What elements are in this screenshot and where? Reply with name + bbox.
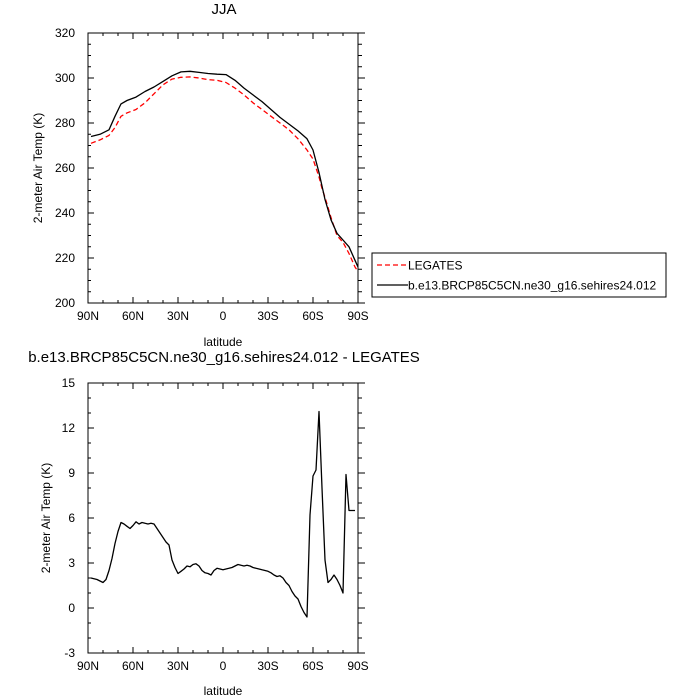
legend-label-legates: LEGATES (408, 259, 462, 273)
top-x-axis-label: latitude (204, 335, 243, 349)
bottom-x-tick-label: 30S (257, 659, 278, 673)
top-series-line-0 (90, 76, 359, 272)
top-y-axis-label: 2-meter Air Temp (K) (31, 113, 45, 223)
bottom-y-tick-label: -3 (64, 646, 75, 660)
bottom-y-axis-label: 2-meter Air Temp (K) (39, 463, 53, 573)
bottom-chart-title: b.e13.BRCP85C5CN.ne30_g16.sehires24.012 … (28, 349, 420, 366)
legend-box (371, 252, 667, 298)
top-y-tick-label: 320 (55, 26, 75, 40)
top-series-group (90, 70, 359, 272)
bottom-y-tick-label: 0 (68, 601, 75, 615)
top-y-tick-label: 280 (55, 116, 75, 130)
top-chart-title: JJA (211, 1, 236, 18)
bottom-x-tick-label: 60S (302, 659, 323, 673)
top-y-tick-label: 260 (55, 161, 75, 175)
bottom-x-tick-label: 30N (167, 659, 189, 673)
bottom-x-axis-label: latitude (204, 684, 243, 698)
top-x-tick-label: 90N (77, 309, 99, 323)
top-x-tick-label: 0 (220, 309, 227, 323)
top-x-tick-label: 30S (257, 309, 278, 323)
top-axes: 90N 60N 30N 0 30S 60S 90S 200 220 240 260 280 300 320 (55, 26, 369, 323)
bottom-x-tick-label: 90N (77, 659, 99, 673)
legend-label-model: b.e13.BRCP85C5CN.ne30_g16.sehires24.012 (408, 279, 656, 293)
top-series-line-1 (90, 70, 359, 268)
top-x-tick-label: 30N (167, 309, 189, 323)
bottom-y-tick-label: 15 (62, 376, 76, 390)
bottom-y-tick-label: 6 (68, 511, 75, 525)
bottom-x-tick-label: 0 (220, 659, 227, 673)
top-x-tick-label: 60S (302, 309, 323, 323)
bottom-series-line-0 (90, 410, 355, 618)
bottom-y-tick-label: 9 (68, 466, 75, 480)
bottom-x-tick-label: 90S (347, 659, 368, 673)
bottom-x-tick-label: 60N (122, 659, 144, 673)
bottom-panel: b.e13.BRCP85C5CN.ne30_g16.sehires24.012 … (28, 349, 420, 698)
top-y-tick-label: 300 (55, 71, 75, 85)
bottom-plot-frame (87, 382, 359, 654)
top-y-tick-label: 220 (55, 251, 75, 265)
bottom-series-group (90, 410, 355, 618)
top-panel: JJA 90N 60N 30N 0 30S 60S 90S 200 220 240 260 280 30… (31, 1, 369, 349)
top-y-tick-label: 240 (55, 206, 75, 220)
bottom-axes: 90N 60N 30N 0 30S 60S 90S -3 0 3 6 9 12 15 (62, 376, 369, 673)
legend: LEGATES b.e13.BRCP85C5CN.ne30_g16.sehire… (371, 252, 667, 298)
bottom-y-tick-label: 12 (62, 421, 76, 435)
top-x-tick-label: 60N (122, 309, 144, 323)
top-y-tick-label: 200 (55, 296, 75, 310)
top-plot-frame (87, 32, 359, 304)
bottom-y-tick-label: 3 (68, 556, 75, 570)
top-x-tick-label: 90S (347, 309, 368, 323)
